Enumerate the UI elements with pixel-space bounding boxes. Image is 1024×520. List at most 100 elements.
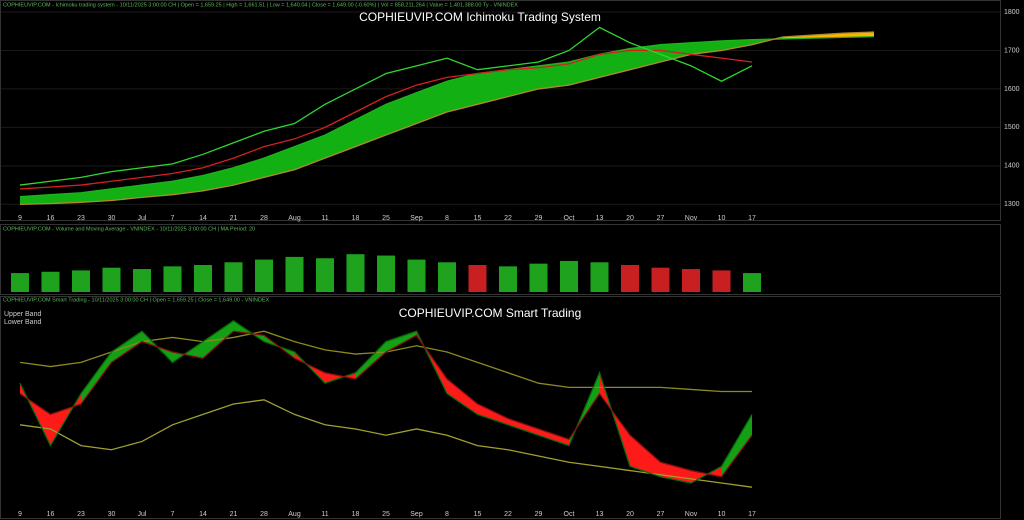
panel-header: COPHIEUVIP.COM - Volume and Moving Avera…: [3, 226, 255, 232]
x-tick-label: 8: [445, 215, 449, 222]
x-tick-label: 21: [230, 215, 238, 222]
fill-region: [142, 181, 173, 198]
x-tick-label: 22: [504, 215, 512, 222]
volume-bar: [407, 259, 426, 292]
fill-region: [508, 65, 539, 97]
volume-bar: [651, 267, 670, 292]
x-tick-label: 29: [535, 511, 543, 518]
panel-header: COPHIEUVIP.COM Smart Trading - 10/11/202…: [3, 297, 270, 303]
x-tick-label: 17: [748, 215, 756, 222]
panel-title: COPHIEUVIP.COM Smart Trading: [399, 306, 582, 320]
volume-bar: [346, 254, 365, 292]
x-tick-label: 27: [657, 511, 665, 518]
volume-bar: [11, 273, 29, 292]
x-tick-label: 16: [47, 511, 55, 518]
fill-region: [81, 352, 112, 404]
fill-region: [721, 414, 752, 477]
x-tick-label: 17: [748, 511, 756, 518]
x-tick-label: 7: [171, 215, 175, 222]
x-tick-label: 14: [199, 215, 207, 222]
x-tick-label: 15: [474, 511, 482, 518]
fill-region: [325, 119, 356, 159]
series-line: [19, 399, 753, 488]
legend-entry: Upper Band: [4, 311, 41, 318]
series-line: [19, 320, 753, 484]
y-tick-label: 1800: [1004, 9, 1020, 16]
fill-region: [386, 92, 417, 136]
x-tick-label: Oct: [564, 511, 575, 518]
panel-frame: [0, 0, 1001, 221]
volume-bar: [133, 269, 151, 292]
x-tick-label: Jul: [138, 215, 147, 222]
x-tick-label: 23: [77, 215, 85, 222]
y-tick-label: 1600: [1004, 86, 1020, 93]
fill-region: [721, 39, 752, 51]
x-tick-label: Aug: [288, 215, 301, 222]
fill-region: [355, 104, 386, 147]
fill-region: [355, 341, 386, 380]
volume-bar: [102, 267, 121, 292]
volume-bar: [560, 260, 578, 292]
x-tick-label: 27: [657, 215, 665, 222]
volume-bar: [163, 266, 182, 292]
legend-entry: Lower Band: [4, 319, 41, 326]
fill-region: [447, 73, 478, 112]
x-tick-label: 20: [626, 215, 634, 222]
series-line: [19, 31, 875, 205]
fill-region: [508, 418, 539, 436]
series-line: [19, 26, 753, 186]
volume-bar: [438, 262, 456, 292]
fill-region: [477, 69, 508, 105]
x-tick-label: 18: [352, 215, 360, 222]
x-tick-label: 10: [718, 511, 726, 518]
x-tick-label: 13: [596, 215, 604, 222]
x-tick-label: 7: [171, 511, 175, 518]
x-tick-label: 16: [47, 215, 55, 222]
x-tick-label: Jul: [138, 511, 147, 518]
volume-bar: [743, 273, 761, 292]
volume-bar: [72, 270, 90, 292]
y-tick-label: 1500: [1004, 124, 1020, 131]
x-tick-label: 11: [321, 215, 328, 222]
series-line: [19, 330, 753, 478]
fill-region: [111, 185, 142, 201]
x-tick-label: 29: [535, 215, 543, 222]
volume-bar: [377, 255, 395, 292]
volume-bar: [499, 266, 517, 292]
x-tick-label: 28: [260, 215, 268, 222]
fill-region: [233, 158, 264, 186]
fill-region: [20, 194, 51, 205]
x-tick-label: 15: [474, 215, 482, 222]
x-tick-label: 18: [352, 511, 360, 518]
x-tick-label: 13: [596, 511, 604, 518]
x-tick-label: 9: [18, 511, 22, 518]
x-tick-label: 9: [18, 215, 22, 222]
volume-bar: [285, 256, 304, 292]
volume-bar: [590, 262, 609, 292]
x-tick-label: 20: [626, 511, 634, 518]
x-tick-label: 11: [321, 511, 328, 518]
fill-region: [203, 167, 234, 191]
volume-bar: [194, 265, 212, 292]
x-tick-label: 25: [382, 511, 390, 518]
fill-region: [264, 146, 295, 178]
panel-header: COPHIEUVIP.COM - Ichimoku trading system…: [3, 2, 518, 8]
volume-bar: [316, 258, 334, 292]
x-tick-label: 25: [382, 215, 390, 222]
x-tick-label: 10: [718, 215, 726, 222]
x-tick-label: Nov: [685, 215, 698, 222]
panel-frame: [0, 224, 1001, 295]
fill-region: [538, 428, 569, 446]
volume-bar: [712, 270, 731, 292]
volume-bar: [255, 259, 273, 292]
x-tick-label: 23: [77, 511, 85, 518]
fill-region: [538, 62, 569, 89]
x-tick-label: 8: [445, 511, 449, 518]
x-tick-label: 30: [108, 511, 116, 518]
x-tick-label: 28: [260, 511, 268, 518]
panel-title: COPHIEUVIP.COM Ichimoku Trading System: [359, 10, 601, 24]
fill-region: [599, 48, 630, 78]
x-tick-label: 30: [108, 215, 116, 222]
volume-bar: [621, 265, 639, 292]
